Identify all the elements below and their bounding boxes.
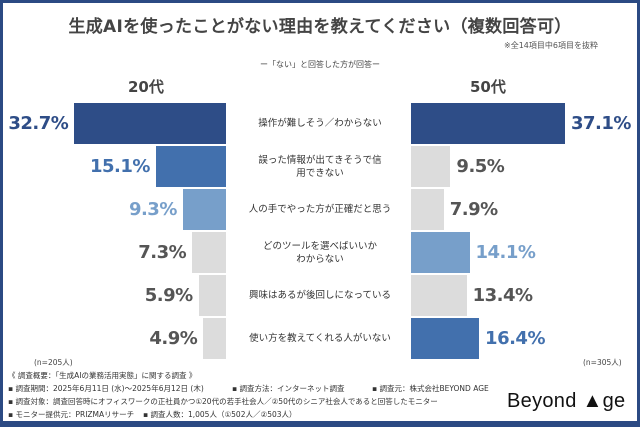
value-label-50s: 13.4% — [472, 285, 533, 306]
value-label-20s: 32.7% — [8, 113, 69, 134]
footer-count: ▪ 調査人数：1,005人（①502人／②503人） — [143, 410, 297, 419]
bar-20s — [155, 146, 226, 187]
category-label-text: 人の手でやった方が正確だと思う — [249, 203, 392, 216]
footer-monitor: ▪ モニター提供元：PRIZMAリサーチ — [8, 410, 135, 419]
category-label-line: わからない — [296, 253, 344, 265]
bar-20s — [203, 318, 226, 359]
category-label-text: 使い方を教えてくれる人がいない — [249, 332, 391, 345]
bar-50s — [411, 189, 444, 230]
bar-20s — [182, 189, 226, 230]
beyond-age-logo: Beyond ▲ge — [507, 390, 626, 412]
chart-note: ※全14項目中6項目を抜粋 — [504, 41, 598, 50]
category-label-line: 興味はあるが後回しになっている — [248, 290, 392, 301]
chart-title: 生成AIを使ったことがない理由を教えてください（複数回答可） — [68, 17, 572, 37]
chart-subtitle: ー「ない」と回答した方が回答ー — [260, 60, 380, 69]
value-label-50s: 9.5% — [456, 156, 505, 177]
value-label-50s: 14.1% — [475, 242, 536, 263]
category-label-line: 使い方を教えてくれる人がいない — [249, 333, 391, 344]
value-label-50s: 16.4% — [485, 328, 545, 349]
value-label-20s: 5.9% — [144, 285, 193, 306]
bar-20s — [198, 275, 226, 316]
category-label-line: 用できない — [296, 167, 344, 179]
n-50s: (n=305人) — [583, 358, 622, 367]
category-label-text: 操作が難しそう／わからない — [258, 117, 382, 130]
value-label-20s: 9.3% — [128, 199, 177, 220]
footer-heading: 《 調査概要：「生成AIの業務活用実態」に関する調査 》 — [8, 371, 197, 380]
category-label-line: 人の手でやった方が正確だと思う — [248, 204, 392, 215]
bar-50s — [411, 318, 480, 359]
n-20s: (n=205人) — [34, 358, 73, 367]
category-label: 操作が難しそう／わからない — [232, 103, 408, 144]
category-label-line: 操作が難しそう／わからない — [258, 118, 382, 129]
category-label: 誤った情報が出てきそうで信 用できない — [232, 146, 408, 187]
category-label-text: 誤った情報が出てきそうで信 用できない — [258, 154, 381, 180]
bar-50s — [411, 146, 451, 187]
category-label: どのツールを選べばいいか わからない — [232, 232, 408, 273]
bar-20s — [192, 232, 226, 273]
category-label: 使い方を教えてくれる人がいない — [232, 318, 408, 359]
bar-50s — [411, 232, 470, 273]
bar-50s — [411, 103, 565, 144]
footer-source: ▪ 調査元：株式会社BEYOND AGE — [372, 384, 489, 393]
category-label: 興味はあるが後回しになっている — [232, 275, 408, 316]
bar-20s — [74, 103, 226, 144]
bar-50s — [411, 275, 467, 316]
category-label-text: どのツールを選べばいいか わからない — [263, 240, 377, 266]
series-name-50s: 50代 — [470, 78, 506, 96]
value-label-20s: 7.3% — [138, 242, 187, 263]
footer-target: ▪ 調査対象：調査回答時にオフィスワークの正社員かつ①20代の若手社会人／②50… — [8, 397, 438, 406]
footer-method: ▪ 調査方法：インターネット調査 — [232, 384, 345, 393]
value-label-20s: 4.9% — [149, 328, 198, 349]
footer-period: ▪ 調査期間：2025年6月11日 (水)～2025年6月12日 (木) — [8, 384, 204, 393]
value-label-50s: 7.9% — [449, 199, 498, 220]
value-label-20s: 15.1% — [89, 156, 150, 177]
category-label: 人の手でやった方が正確だと思う — [232, 189, 408, 230]
category-label-text: 興味はあるが後回しになっている — [249, 289, 391, 302]
value-label-50s: 37.1% — [570, 113, 631, 134]
category-label-line: 誤った情報が出てきそうで信 — [258, 154, 382, 166]
series-name-20s: 20代 — [128, 78, 164, 96]
category-label-line: どのツールを選べばいいか — [262, 240, 377, 252]
